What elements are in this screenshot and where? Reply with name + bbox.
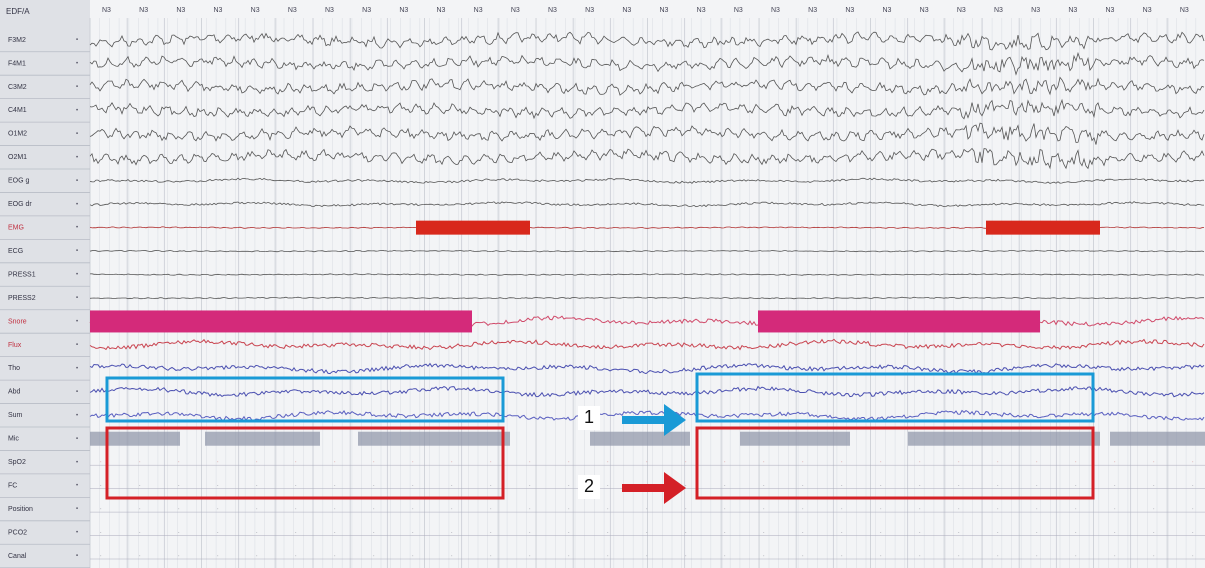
stage-label: N3 bbox=[660, 7, 669, 14]
row-ctrl: • bbox=[76, 178, 78, 184]
row-ctrl: • bbox=[76, 108, 78, 114]
row-ctrl: • bbox=[76, 249, 78, 255]
stage-label: N3 bbox=[139, 7, 148, 14]
psg-screen: EDF/A ··································… bbox=[0, 0, 1205, 568]
stage-label: N3 bbox=[697, 7, 706, 14]
row-ctrl: • bbox=[76, 84, 78, 90]
annotation-label: 1 bbox=[584, 407, 594, 427]
row-ctrl: • bbox=[76, 61, 78, 67]
row-ctrl: • bbox=[76, 272, 78, 278]
stage-label: N3 bbox=[1143, 7, 1152, 14]
emg-bar bbox=[416, 221, 530, 235]
stage-label: N3 bbox=[437, 7, 446, 14]
row-ctrl: • bbox=[76, 202, 78, 208]
row-ctrl: • bbox=[76, 296, 78, 302]
stage-label: N3 bbox=[622, 7, 631, 14]
channel-label: O2M1 bbox=[8, 154, 27, 161]
stage-label: N3 bbox=[474, 7, 483, 14]
channel-label: PRESS1 bbox=[8, 271, 36, 278]
annotation-label: 2 bbox=[584, 476, 594, 496]
stage-label: N3 bbox=[957, 7, 966, 14]
emg-bar bbox=[986, 221, 1100, 235]
row-ctrl: • bbox=[76, 436, 78, 442]
row-ctrl: • bbox=[76, 131, 78, 137]
stage-label: N3 bbox=[734, 7, 743, 14]
row-ctrl: • bbox=[76, 413, 78, 419]
channel-label: FC bbox=[8, 482, 17, 489]
row-ctrl: • bbox=[76, 554, 78, 560]
stage-label: N3 bbox=[214, 7, 223, 14]
stage-label: N3 bbox=[1106, 7, 1115, 14]
channel-label: EOG dr bbox=[8, 201, 32, 208]
stage-label: N3 bbox=[251, 7, 260, 14]
stage-label: N3 bbox=[548, 7, 557, 14]
row-ctrl: • bbox=[76, 483, 78, 489]
stage-label: N3 bbox=[1068, 7, 1077, 14]
row-ctrl: • bbox=[76, 530, 78, 536]
mic-band bbox=[358, 432, 510, 446]
channel-label: PRESS2 bbox=[8, 295, 36, 302]
stage-label: N3 bbox=[585, 7, 594, 14]
mic-band bbox=[90, 432, 180, 446]
channel-label: Position bbox=[8, 506, 33, 513]
stage-label: N3 bbox=[288, 7, 297, 14]
row-ctrl: • bbox=[76, 38, 78, 44]
mic-band bbox=[1110, 432, 1205, 446]
stage-label: N3 bbox=[362, 7, 371, 14]
background bbox=[0, 0, 1205, 568]
stage-label: N3 bbox=[176, 7, 185, 14]
channel-label: F4M1 bbox=[8, 60, 26, 67]
mic-band bbox=[908, 432, 1100, 446]
row-ctrl: • bbox=[76, 155, 78, 161]
channel-label: Mic bbox=[8, 436, 19, 443]
snore-bar bbox=[758, 310, 1040, 332]
channel-label: Snore bbox=[8, 318, 27, 325]
channel-label: Sum bbox=[8, 412, 23, 419]
channel-label: PCO2 bbox=[8, 529, 27, 536]
header-label: EDF/A bbox=[6, 7, 30, 16]
stage-label: N3 bbox=[1031, 7, 1040, 14]
stage-label: N3 bbox=[883, 7, 892, 14]
channel-label: F3M2 bbox=[8, 37, 26, 44]
row-ctrl: • bbox=[76, 225, 78, 231]
mic-band bbox=[740, 432, 850, 446]
stage-label: N3 bbox=[511, 7, 520, 14]
channel-label: C3M2 bbox=[8, 84, 27, 91]
stage-label: N3 bbox=[325, 7, 334, 14]
stage-label: N3 bbox=[920, 7, 929, 14]
mic-band bbox=[590, 432, 690, 446]
row-ctrl: • bbox=[76, 342, 78, 348]
stage-label: N3 bbox=[808, 7, 817, 14]
row-ctrl: • bbox=[76, 319, 78, 325]
channel-label: ECG bbox=[8, 248, 23, 255]
row-ctrl: • bbox=[76, 366, 78, 372]
channel-label: Abd bbox=[8, 389, 21, 396]
mic-band bbox=[205, 432, 320, 446]
stage-label: N3 bbox=[1180, 7, 1189, 14]
channel-label: SpO2 bbox=[8, 459, 26, 466]
stage-label: N3 bbox=[102, 7, 111, 14]
row-ctrl: • bbox=[76, 460, 78, 466]
snore-bar bbox=[90, 310, 472, 332]
channel-label: EOG g bbox=[8, 178, 30, 185]
row-ctrl: • bbox=[76, 389, 78, 395]
row-ctrl: • bbox=[76, 507, 78, 513]
channel-label: C4M1 bbox=[8, 107, 27, 114]
channel-label: Tho bbox=[8, 365, 20, 372]
stage-label: N3 bbox=[845, 7, 854, 14]
channel-label: Flux bbox=[8, 342, 22, 349]
channel-label: O1M2 bbox=[8, 131, 27, 138]
channel-label: EMG bbox=[8, 224, 24, 231]
stage-label: N3 bbox=[399, 7, 408, 14]
stage-label: N3 bbox=[771, 7, 780, 14]
stage-label: N3 bbox=[994, 7, 1003, 14]
channel-label: Canal bbox=[8, 553, 27, 560]
